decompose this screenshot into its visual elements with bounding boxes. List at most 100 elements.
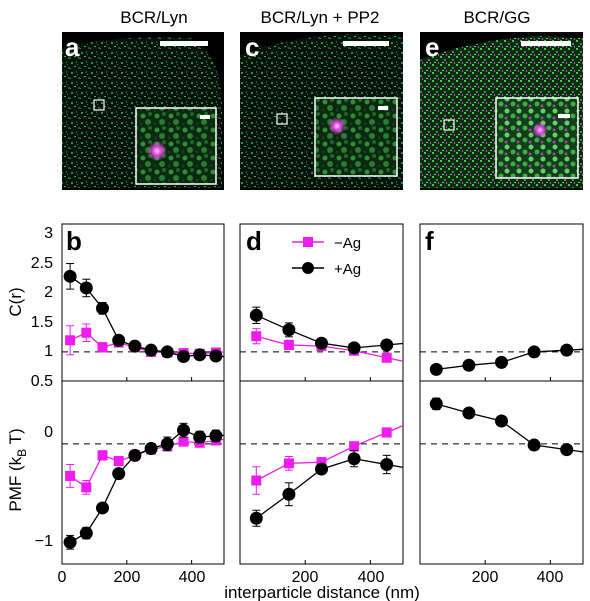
series-line-plus-ag — [255, 458, 404, 519]
data-layer — [61, 263, 584, 564]
data-point-plus-ag — [209, 429, 223, 443]
data-point-plus-ag — [112, 333, 126, 347]
x-ticks: 0 200 400 200 400 200 400 — [58, 569, 564, 586]
data-point-plus-ag — [96, 501, 109, 515]
micrograph-letter-e: e — [425, 32, 439, 62]
data-point-minus-ag — [283, 458, 294, 469]
plot-letter-b: b — [66, 226, 82, 256]
data-point-plus-ag — [193, 430, 207, 444]
data-point-plus-ag — [177, 350, 190, 364]
data-point-minus-ag — [251, 475, 262, 486]
data-point-plus-ag — [63, 269, 77, 283]
data-point-plus-ag — [112, 467, 126, 481]
legend-marker-minus-ag — [303, 237, 313, 247]
data-point-minus-ag — [349, 441, 360, 452]
data-point-minus-ag — [251, 331, 262, 342]
data-point-plus-ag — [144, 441, 158, 455]
data-point-plus-ag — [380, 338, 394, 352]
x-tick-label: 400 — [537, 569, 564, 586]
data-point-plus-ag — [429, 397, 443, 411]
data-point-plus-ag — [282, 487, 296, 501]
micrograph-a: a — [62, 32, 224, 190]
y-tick-label: 1.5 — [31, 314, 53, 331]
data-point-plus-ag — [315, 462, 328, 476]
x-tick-label: 0 — [58, 569, 67, 586]
data-point-plus-ag — [560, 443, 574, 457]
legend-label-minus-ag: −Ag — [334, 235, 361, 252]
data-point-plus-ag — [527, 438, 541, 452]
series-line-plus-ag — [69, 275, 225, 358]
data-point-plus-ag — [315, 336, 328, 350]
data-point-plus-ag — [429, 362, 443, 376]
y-tick-label: 1 — [44, 343, 53, 360]
data-point-plus-ag — [495, 355, 508, 369]
plot-letter-d: d — [246, 226, 262, 256]
micrograph-c: c — [240, 32, 403, 190]
data-point-plus-ag — [144, 343, 158, 357]
data-point-plus-ag — [79, 526, 93, 540]
data-point-plus-ag — [177, 423, 190, 437]
y-tick-label: 3 — [44, 225, 53, 242]
data-point-plus-ag — [193, 348, 207, 362]
data-point-plus-ag — [209, 349, 223, 363]
data-point-minus-ag — [65, 470, 76, 481]
data-point-minus-ag — [381, 427, 392, 438]
x-axis-label: interparticle distance (nm) — [224, 583, 420, 601]
data-point-plus-ag — [96, 301, 109, 315]
legend: −Ag +Ag — [286, 229, 398, 285]
data-point-plus-ag — [462, 406, 476, 420]
data-point-minus-ag — [97, 342, 108, 353]
y-ticks-top: 0.5 1 1.5 2 2.5 3 — [31, 225, 53, 390]
y-axis-label-bottom: PMF (kB T) — [6, 428, 29, 511]
data-point-plus-ag — [128, 448, 142, 462]
y-tick-label: 0 — [44, 424, 53, 441]
data-point-plus-ag — [462, 358, 476, 372]
data-point-minus-ag — [81, 327, 92, 338]
data-point-plus-ag — [128, 339, 142, 353]
y-axis-label-top: C(r) — [6, 287, 25, 316]
panel-title-c: BCR/Lyn + PP2 — [261, 8, 380, 27]
x-tick-label: 200 — [114, 569, 141, 586]
x-tick-label: 200 — [292, 569, 319, 586]
data-point-minus-ag — [97, 450, 108, 461]
data-point-minus-ag — [81, 482, 92, 493]
y-tick-label: 0.5 — [31, 373, 53, 390]
data-point-minus-ag — [283, 339, 294, 350]
series-line-minus-ag — [256, 335, 404, 362]
data-point-plus-ag — [79, 281, 93, 295]
micrograph-letter-c: c — [245, 32, 259, 62]
data-point-plus-ag — [63, 535, 77, 549]
y-tick-label: 2.5 — [31, 255, 53, 272]
legend-marker-plus-ag — [302, 262, 314, 274]
series-line-minus-ag — [255, 425, 404, 482]
y-tick-label: 2 — [44, 284, 53, 301]
data-point-minus-ag — [316, 457, 327, 468]
data-point-plus-ag — [160, 437, 174, 451]
data-point-plus-ag — [282, 323, 296, 337]
y-ticks-bottom: −1 0 — [35, 424, 53, 550]
x-tick-label: 400 — [358, 569, 385, 586]
plot-letter-f: f — [425, 226, 434, 256]
data-point-plus-ag — [347, 452, 361, 466]
x-tick-label: 200 — [472, 569, 499, 586]
data-point-plus-ag — [249, 308, 263, 322]
data-point-minus-ag — [65, 335, 76, 346]
data-point-minus-ag — [178, 436, 189, 447]
data-point-plus-ag — [347, 341, 361, 355]
data-point-plus-ag — [380, 457, 394, 471]
data-point-plus-ag — [495, 414, 508, 428]
data-point-minus-ag — [113, 456, 124, 467]
plot-frames — [61, 223, 584, 565]
panel-title-e: BCR/GG — [463, 8, 530, 27]
micrograph-e: e — [420, 32, 583, 190]
y-tick-label: −1 — [35, 533, 53, 550]
data-point-minus-ag — [381, 352, 392, 363]
legend-label-plus-ag: +Ag — [334, 261, 361, 278]
x-tick-label: 400 — [179, 569, 206, 586]
data-point-plus-ag — [527, 345, 541, 359]
data-point-plus-ag — [249, 511, 263, 525]
panel-title-a: BCR/Lyn — [120, 8, 187, 27]
data-point-plus-ag — [160, 345, 174, 359]
data-point-plus-ag — [560, 343, 574, 357]
